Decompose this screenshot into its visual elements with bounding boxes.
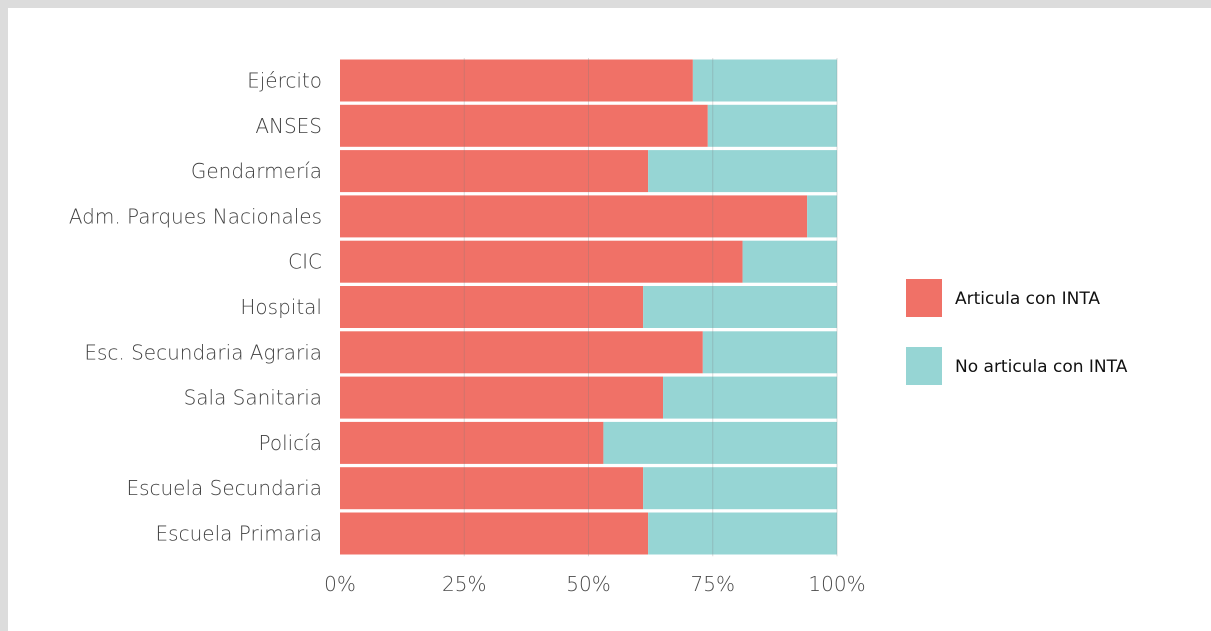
category-labels-group: Ejército ANSES Gendarmería Adm. Parques Nac… bbox=[69, 69, 322, 546]
category-label: Hospital bbox=[240, 295, 322, 319]
category-label: Esc. Secundaria Agraria bbox=[84, 340, 322, 364]
legend-label-no-articula: No articula con INTA bbox=[955, 357, 1128, 377]
category-label: Policía bbox=[258, 431, 322, 455]
x-tick-label: 75% bbox=[691, 572, 735, 596]
bar-no-articula-4 bbox=[742, 240, 837, 283]
legend: Articula con INTA No articula con INTA bbox=[906, 279, 1128, 385]
category-label: Gendarmería bbox=[191, 159, 322, 183]
category-label: Sala Sanitaria bbox=[184, 386, 322, 410]
category-label: Ejército bbox=[247, 69, 322, 93]
bar-articula-10 bbox=[340, 512, 649, 555]
bar-no-articula-9 bbox=[643, 467, 837, 510]
bar-articula-1 bbox=[340, 104, 708, 147]
bar-no-articula-1 bbox=[707, 104, 837, 147]
bar-articula-6 bbox=[340, 331, 703, 374]
bar-articula-9 bbox=[340, 467, 644, 510]
category-label: Adm. Parques Nacionales bbox=[69, 204, 322, 228]
bar-no-articula-2 bbox=[648, 150, 837, 193]
bar-articula-0 bbox=[340, 59, 693, 102]
bar-no-articula-5 bbox=[643, 286, 837, 328]
bar-articula-4 bbox=[340, 240, 743, 283]
x-tick-label: 25% bbox=[442, 572, 486, 596]
bar-no-articula-7 bbox=[663, 376, 837, 419]
legend-swatch-no-articula bbox=[906, 347, 942, 385]
category-label: Escuela Secundaria bbox=[126, 476, 322, 500]
bar-no-articula-0 bbox=[692, 59, 837, 102]
legend-label-articula: Articula con INTA bbox=[955, 289, 1100, 309]
bar-articula-7 bbox=[340, 376, 664, 419]
bar-no-articula-8 bbox=[603, 421, 837, 464]
bar-no-articula-3 bbox=[807, 195, 837, 238]
x-tick-labels-group: 0% 25% 50% 75% 100% bbox=[324, 572, 865, 596]
bar-articula-2 bbox=[340, 150, 649, 193]
category-label: Escuela Primaria bbox=[156, 522, 322, 546]
category-label: ANSES bbox=[255, 114, 322, 138]
bar-articula-3 bbox=[340, 195, 808, 238]
bar-articula-5 bbox=[340, 286, 644, 328]
bar-no-articula-6 bbox=[702, 331, 837, 374]
x-tick-label: 50% bbox=[566, 572, 610, 596]
bar-articula-8 bbox=[340, 421, 604, 464]
gridlines-group bbox=[463, 58, 838, 557]
category-label: CIC bbox=[288, 250, 322, 274]
x-tick-label: 100% bbox=[808, 572, 865, 596]
legend-swatch-articula bbox=[906, 279, 942, 317]
bar-no-articula-10 bbox=[648, 512, 837, 555]
bars-group bbox=[340, 59, 837, 555]
x-tick-label: 0% bbox=[324, 572, 356, 596]
